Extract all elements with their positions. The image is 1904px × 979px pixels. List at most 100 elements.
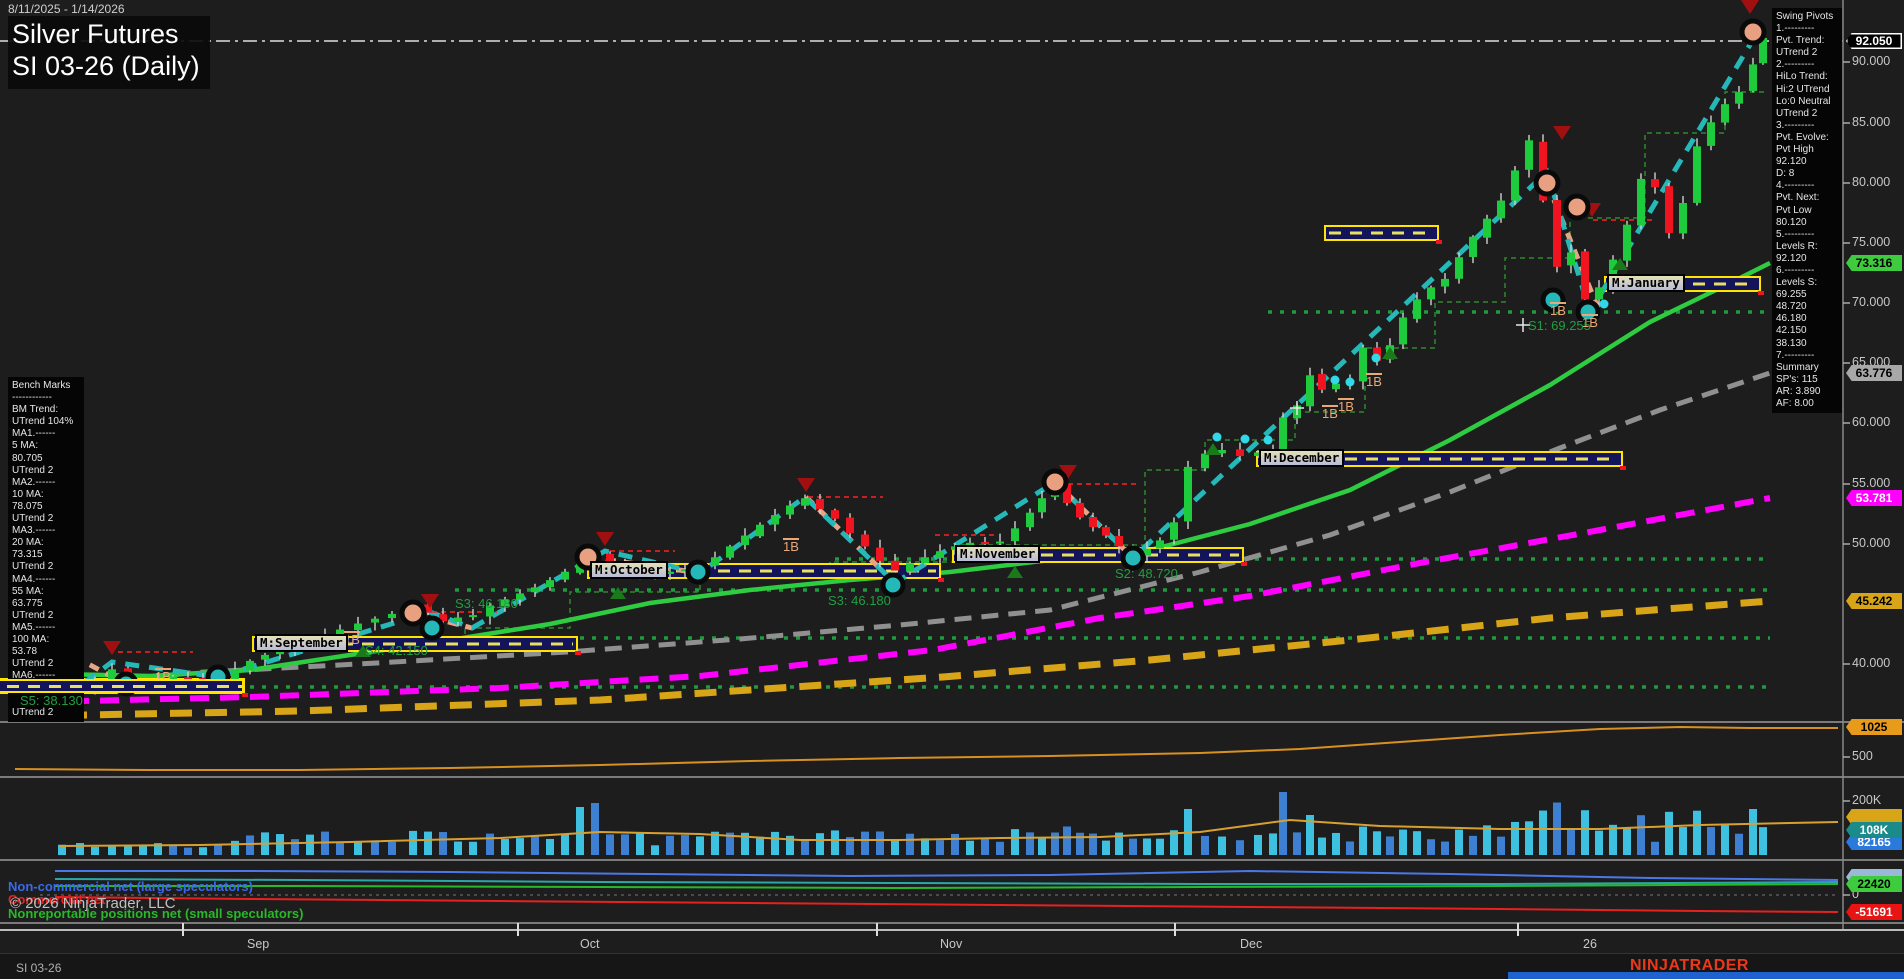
entry-dot-6	[1599, 299, 1609, 309]
ib-label-2: 1B	[783, 539, 799, 554]
subpanel-marker-108K: 108K	[1846, 822, 1902, 838]
pivot-low-circle-5	[1120, 545, 1146, 571]
cot-teal-line	[54, 878, 1839, 885]
swing-high-arrow-7	[1741, 0, 1759, 14]
price-tick-85.000: 85.000	[1852, 115, 1891, 129]
ma20-line	[54, 260, 1772, 679]
month-label-M:January[interactable]: M:January	[1607, 274, 1685, 292]
pivot-high-circle-5	[1739, 18, 1767, 46]
cot-legend-1: Commercial net	[8, 892, 106, 907]
subpanel-tick-200K: 200K	[1852, 793, 1882, 807]
pivot-low-circle-2	[419, 615, 445, 641]
swing-high-arrow-4	[1059, 465, 1077, 479]
pivot-low-circle-6	[1540, 287, 1566, 313]
pivot-low-circle-4	[880, 572, 906, 598]
entry-dot-1	[1240, 434, 1250, 444]
entry-dot-4	[1345, 377, 1355, 387]
instrument-contract: SI 03-26 (Daily)	[12, 51, 200, 82]
commercial-net-line	[54, 896, 1839, 913]
price-marker-53.781: 53.781	[1846, 490, 1902, 506]
month-label-M:December[interactable]: M:December	[1259, 449, 1345, 467]
cot-legend-2: © 2026 NinjaTrader, LLC	[10, 895, 176, 912]
ma200-line	[29, 597, 1771, 720]
entry-dot-3	[1330, 375, 1340, 385]
ma55-line	[39, 370, 1771, 697]
instrument-title: Silver Futures SI 03-26 (Daily)	[8, 16, 210, 89]
subpanel-marker-22420: 22420	[1846, 876, 1902, 892]
support-label-3: S3: 46.180	[455, 596, 518, 611]
subpanel-marker-sliver-1	[1846, 809, 1902, 825]
price-marker-73.316: 73.316	[1846, 255, 1902, 271]
month-label-M:October[interactable]: M:October	[590, 561, 668, 579]
ma100-line	[39, 495, 1771, 705]
swing-pivot-line	[63, 31, 1760, 700]
swing-low-arrow-5	[1612, 258, 1628, 270]
support-label-4: S4: 42.150	[365, 643, 428, 658]
ib-label-7: 1B	[1582, 315, 1598, 330]
pivot-low-circle-7	[1575, 299, 1601, 325]
ib-label-5: 1B	[1366, 374, 1382, 389]
subpanel-tick-0: 0	[1852, 887, 1859, 901]
swing-high-arrow-3	[797, 478, 815, 492]
price-tick-50.000: 50.000	[1852, 536, 1891, 550]
month-label-M:September[interactable]: M:September	[255, 634, 348, 652]
price-tick-55.000: 55.000	[1852, 476, 1891, 490]
price-tick-90.000: 90.000	[1852, 54, 1891, 68]
subpanel-marker-1025: 1025	[1846, 719, 1902, 735]
swing-low-arrow-0	[355, 645, 371, 657]
price-tick-80.000: 80.000	[1852, 175, 1891, 189]
date-range: 8/11/2025 - 1/14/2026	[8, 2, 125, 16]
horizontal-scrollbar[interactable]	[1508, 972, 1904, 979]
month-open-box-6	[1324, 225, 1442, 244]
price-tick-60.000: 60.000	[1852, 415, 1891, 429]
pivot-high-circle-4	[1563, 193, 1591, 221]
ninjatrader-logo: NINJATRADER	[1630, 957, 1749, 974]
x-axis-label-26: 26	[1583, 937, 1597, 951]
subpanel-marker--51691: -51691	[1846, 904, 1902, 920]
x-axis-label-Sep: Sep	[247, 937, 270, 951]
support-label-0: S1: 69.255	[1528, 318, 1591, 333]
month-label-M:November[interactable]: M:November	[955, 545, 1041, 563]
noncommercial-net-line	[55, 869, 1839, 881]
swing-pivots-panel: Swing Pivots 1.--------- Pvt. Trend: UTr…	[1772, 8, 1842, 414]
support-label-2: S3: 46.180	[828, 593, 891, 608]
open-interest-line	[14, 725, 1838, 771]
subpanel-marker-82165: 82165	[1846, 834, 1902, 850]
candles	[58, 36, 1767, 700]
price-marker-92.050: 92.050	[1846, 33, 1902, 49]
price-marker-45.242: 45.242	[1846, 593, 1902, 609]
instrument-tab[interactable]: SI 03-26	[16, 961, 62, 975]
price-tick-75.000: 75.000	[1852, 235, 1891, 249]
ib-label-6: 1B	[1550, 303, 1566, 318]
pivot-high-circle-3	[1533, 169, 1561, 197]
swing-low-arrow-4	[1382, 347, 1398, 359]
x-axis-label-Oct: Oct	[580, 937, 600, 951]
x-axis-label-Nov: Nov	[940, 937, 963, 951]
ib-label-1: 1B	[344, 632, 360, 647]
volume-bars	[58, 792, 1767, 855]
month-open-box-august	[0, 679, 244, 693]
swing-low-arrow-3	[1205, 443, 1221, 455]
cot-legend-3: Nonreportable positions net (small specu…	[8, 906, 304, 921]
entry-dot-5	[1371, 353, 1381, 363]
swing-high-arrow-2	[596, 532, 614, 546]
volume-ma-line	[59, 818, 1839, 847]
price-tick-40.000: 40.000	[1852, 656, 1891, 670]
month-open-box-4	[1256, 451, 1626, 470]
swing-low-arrow-1	[610, 587, 626, 599]
bench-marks-panel: Bench Marks ------------ BM Trend: UTren…	[8, 377, 84, 722]
swing-high-arrow-0	[103, 641, 121, 655]
swing-low-arrow-2	[1007, 566, 1023, 578]
swing-high-arrow-5	[1553, 126, 1571, 140]
nonreportable-net-line	[55, 883, 1839, 890]
pivot-high-circle-2	[1041, 468, 1069, 496]
entry-dot-2	[1263, 435, 1273, 445]
ib-label-3: 1B	[1322, 406, 1338, 421]
price-tick-70.000: 70.000	[1852, 295, 1891, 309]
cot-legend-0: Non-commercial net (large speculators)	[8, 879, 253, 894]
swing-high-arrow-1	[421, 594, 439, 608]
price-marker-63.776: 63.776	[1846, 365, 1902, 381]
pivot-low-circle-3	[685, 559, 711, 585]
